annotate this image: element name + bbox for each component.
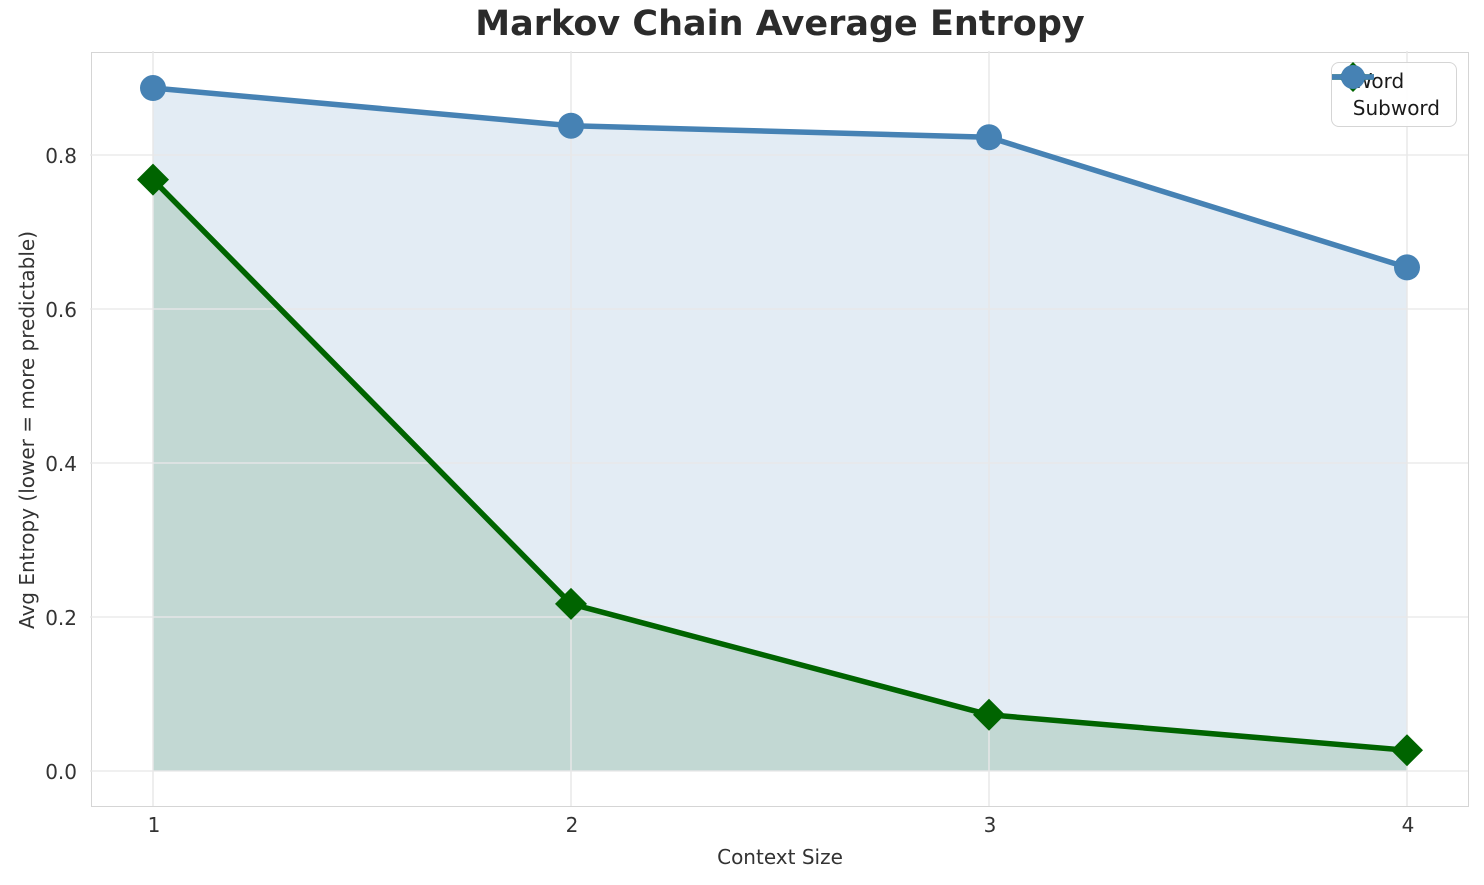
x-tick-label: 4 (1401, 813, 1415, 837)
y-tick-label: 0.6 (45, 298, 77, 322)
word-area (153, 179, 1408, 772)
word-marker (555, 588, 588, 621)
chart-canvas (90, 51, 1469, 807)
word-marker (137, 163, 170, 196)
word-marker (973, 698, 1006, 731)
y-tick-label: 0.2 (45, 606, 77, 630)
legend-label-subword: Subword (1352, 96, 1440, 120)
y-tick-label: 0.8 (45, 144, 77, 168)
word-line (151, 177, 1408, 754)
x-tick-label: 3 (983, 813, 997, 837)
subword-marker (558, 112, 585, 139)
word-marker (1391, 734, 1424, 767)
legend: Word Subword (1330, 62, 1457, 127)
subword-marker (976, 124, 1003, 151)
subword-area (153, 88, 1408, 772)
subword-line (152, 85, 1409, 271)
x-axis-label: Context Size (717, 845, 843, 869)
x-tick-label: 1 (147, 813, 161, 837)
y-tick-label: 0.0 (45, 760, 77, 784)
y-axis-label: Avg Entropy (lower = more predictable) (15, 230, 39, 630)
x-tick-label: 2 (565, 813, 579, 837)
legend-item-subword: Subword (1331, 65, 1440, 120)
subword-marker (1394, 254, 1421, 281)
plot-area: Word Subword (90, 51, 1469, 807)
y-tick-label: 0.4 (45, 452, 77, 476)
chart-title: Markov Chain Average Entropy (475, 4, 1085, 44)
subword-marker (140, 75, 167, 102)
